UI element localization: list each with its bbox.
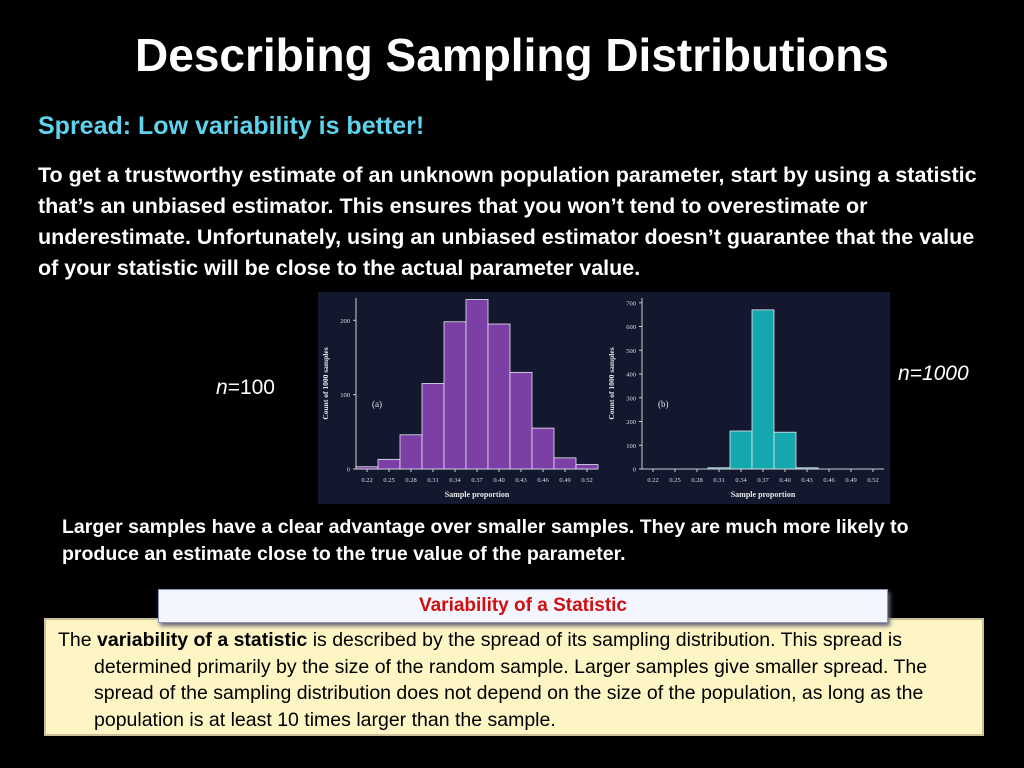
- page-title: Describing Sampling Distributions: [135, 29, 889, 81]
- histogram-bar: [487, 323, 511, 470]
- x-tick-label: 0.46: [823, 477, 835, 484]
- x-tick-label: 0.37: [757, 477, 769, 484]
- x-tick-label: 0.40: [493, 477, 504, 484]
- histogram-bar: [509, 371, 533, 470]
- x-tick-label: 0.22: [647, 477, 658, 484]
- histogram-bar: [443, 321, 467, 470]
- histogram-b: 0 100 200 300 400 500 600 700 0.22 0.25 0.28 0.31 0.…: [607, 298, 884, 499]
- histogram-bar: [729, 430, 753, 470]
- histogram-panel-a: 0 100 200 0.22 0.25 0.28 0.31 0.34 0.37 0.40 0.43 0…: [318, 292, 604, 504]
- sample-size-label-b: n=1000: [898, 362, 969, 385]
- x-tick-label: 0.28: [405, 477, 416, 484]
- histogram-bar: [421, 383, 445, 470]
- histogram-bar: [575, 464, 599, 470]
- x-tick-label: 0.43: [515, 477, 526, 484]
- histogram-panel-b: 0 100 200 300 400 500 600 700 0.22 0.25 0.28 0.31 0.…: [604, 292, 890, 504]
- x-tick-label: 0.37: [471, 477, 483, 484]
- definition-body: is described by the spread of its sampli…: [94, 629, 928, 731]
- x-tick-label: 0.25: [669, 477, 680, 484]
- x-tick-label: 0.31: [427, 477, 438, 484]
- x-tick-label: 0.52: [581, 477, 592, 484]
- y-tick-label: 700: [626, 300, 636, 307]
- conclusion-text: Larger samples have a clear advantage ov…: [62, 516, 909, 565]
- sample-size-label-a: n=100: [216, 376, 275, 400]
- x-tick-label: 0.28: [691, 477, 702, 484]
- histogram-bar: [751, 309, 775, 470]
- x-tick-label: 0.46: [537, 477, 549, 484]
- definition-box: The variability of a statistic is descri…: [44, 618, 984, 736]
- x-tick-label: 0.34: [735, 477, 747, 484]
- x-tick-label: 0.40: [779, 477, 790, 484]
- x-tick-label: 0.43: [801, 477, 812, 484]
- x-tick-label: 0.49: [845, 477, 856, 484]
- y-tick-label: 0: [347, 467, 350, 474]
- histogram-bar: [465, 299, 489, 470]
- histogram-bar: [377, 458, 401, 470]
- histogram-bar: [531, 427, 555, 470]
- y-tick-label: 200: [626, 419, 636, 426]
- histogram-bar: [795, 467, 819, 470]
- y-tick-label: 0: [633, 467, 636, 474]
- x-tick-label: 0.25: [383, 477, 394, 484]
- definition-lead: The: [58, 629, 98, 651]
- y-tick-label: 500: [626, 348, 636, 355]
- histogram-bar: [399, 434, 423, 470]
- y-tick-label: 100: [626, 443, 636, 450]
- definition-header: Variability of a Statistic: [158, 589, 888, 623]
- x-tick-label: 0.34: [449, 477, 461, 484]
- subtitle: Spread: Low variability is better!: [38, 112, 425, 140]
- x-tick-label: 0.49: [559, 477, 570, 484]
- y-tick-label: 600: [626, 324, 636, 331]
- definition-term: variability of a statistic: [97, 629, 308, 651]
- histogram-bar: [773, 431, 797, 470]
- y-tick-label: 300: [626, 395, 636, 402]
- panel-label: (b): [658, 399, 669, 409]
- y-axis-label: Count of 1000 samples: [607, 347, 616, 419]
- panel-label: (a): [372, 399, 382, 409]
- histogram-bar: [707, 467, 731, 470]
- n-value: =100: [227, 376, 275, 399]
- definition-text: The variability of a statistic is descri…: [58, 627, 968, 733]
- y-tick-label: 200: [340, 318, 350, 325]
- y-tick-label: 100: [340, 392, 350, 399]
- x-tick-label: 0.52: [867, 477, 878, 484]
- histogram-a: 0 100 200 0.22 0.25 0.28 0.31 0.34 0.37 0.40 0.43 0…: [321, 298, 599, 499]
- y-axis-label: Count of 1000 samples: [321, 347, 330, 419]
- intro-paragraph: To get a trustworthy estimate of an unkn…: [38, 163, 977, 280]
- x-tick-label: 0.31: [713, 477, 724, 484]
- histogram-bar: [553, 457, 577, 470]
- x-axis-label: Sample proportion: [445, 490, 510, 499]
- n-symbol: n: [216, 376, 228, 399]
- y-tick-label: 400: [626, 372, 636, 379]
- x-tick-label: 0.22: [361, 477, 372, 484]
- histogram-bar: [355, 466, 379, 470]
- x-axis-label: Sample proportion: [731, 490, 796, 499]
